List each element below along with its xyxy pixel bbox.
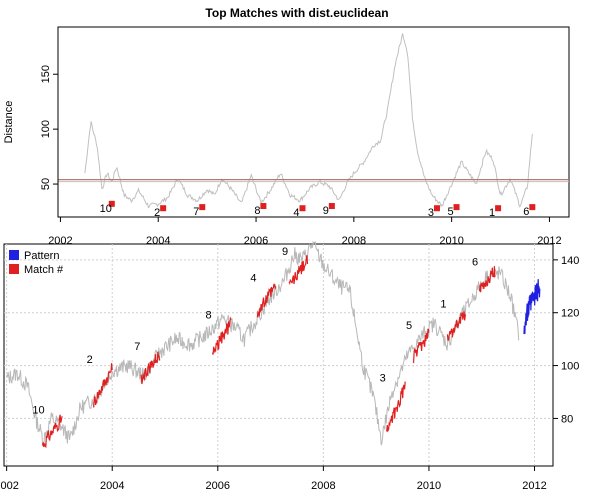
bottom-x-tick-label: 2010: [417, 480, 441, 492]
match-label: 6: [472, 256, 478, 268]
top-y-tick-label: 50: [40, 178, 52, 190]
bottom-x-tick-label: 2012: [522, 480, 546, 492]
match-label: 4: [250, 272, 256, 284]
match-marker: [529, 204, 536, 211]
top-x-tick-label: 2002: [48, 235, 72, 247]
bottom-x-tick-label: 2006: [206, 480, 230, 492]
match-label: 7: [193, 206, 199, 218]
match-segment: [93, 363, 113, 408]
legend-label: Match #: [24, 264, 64, 276]
pattern-series-line: [523, 279, 541, 335]
bottom-x-tick-label: 2002: [0, 480, 19, 492]
match-label: 2: [87, 354, 93, 366]
match-segment: [478, 266, 496, 293]
legend-swatch: [9, 250, 19, 260]
match-segment: [288, 255, 309, 286]
bottom-plot-area: 10 2 7 8 4 9 3 5 1 6: [4, 240, 553, 466]
match-label: 1: [489, 207, 495, 219]
top-x-tick-label: 2010: [439, 235, 463, 247]
bottom-x-tick-label: 2008: [311, 480, 335, 492]
top-x-tick-label: 2008: [342, 235, 366, 247]
bottom-y-tick-label: 120: [561, 308, 579, 320]
top-chart-frame: [57, 26, 570, 218]
legend: Pattern Match #: [9, 250, 64, 276]
match-segment: [211, 316, 232, 355]
match-label: 1: [440, 299, 446, 311]
match-label: 7: [134, 341, 140, 353]
match-marker: [260, 203, 267, 210]
match-segment: [386, 381, 406, 433]
match-label: 4: [293, 207, 299, 219]
legend-swatch: [9, 264, 19, 274]
top-plot-area: 10 2 7 8 4 9 3 5 1 6: [58, 33, 569, 219]
match-label: 5: [447, 206, 453, 218]
match-segment: [446, 311, 467, 341]
match-label: 10: [32, 404, 44, 416]
top-x-tick-label: 2006: [244, 235, 268, 247]
bottom-y-tick-label: 100: [561, 361, 579, 373]
top-y-tick-label: 100: [40, 120, 52, 138]
top-y-tick-label: 150: [40, 65, 52, 83]
bottom-y-tick-label: 80: [561, 413, 573, 425]
match-label: 10: [100, 203, 112, 215]
match-label: 5: [406, 320, 412, 332]
match-marker: [299, 205, 306, 212]
match-label: 9: [323, 205, 329, 217]
match-label: 9: [282, 246, 288, 258]
distance-series-line: [84, 33, 533, 209]
top-axes: 50 100 150 2002 2004 2006 2008 2010 2012: [40, 65, 562, 247]
price-series-line: [6, 240, 520, 446]
match-marker: [108, 200, 115, 207]
match-label: 6: [523, 206, 529, 218]
match-label: 3: [428, 207, 434, 219]
match-label: 8: [205, 309, 211, 321]
top-chart-ylabel: Distance: [3, 101, 15, 144]
match-label: 8: [254, 205, 260, 217]
legend-label: Pattern: [24, 250, 59, 262]
match-segment: [41, 414, 63, 449]
bottom-x-tick-label: 2004: [100, 480, 124, 492]
match-segment: [256, 283, 277, 318]
match-segment: [412, 328, 430, 364]
match-label: 2: [154, 207, 160, 219]
top-x-tick-label: 2004: [146, 235, 170, 247]
top-x-tick-label: 2012: [537, 235, 561, 247]
match-segment: [140, 351, 161, 385]
match-marker: [433, 205, 440, 212]
match-marker: [160, 205, 167, 212]
match-marker: [495, 205, 502, 212]
top-chart-title: Top Matches with dist.euclidean: [205, 6, 388, 20]
match-label: 3: [380, 373, 386, 385]
match-marker: [199, 204, 206, 211]
match-marker: [453, 204, 460, 211]
match-marker: [328, 203, 335, 210]
bottom-axes: 2002 2004 2006 2008 2010 2012 80 100 120 140: [0, 255, 579, 492]
bottom-y-tick-label: 140: [561, 255, 579, 267]
